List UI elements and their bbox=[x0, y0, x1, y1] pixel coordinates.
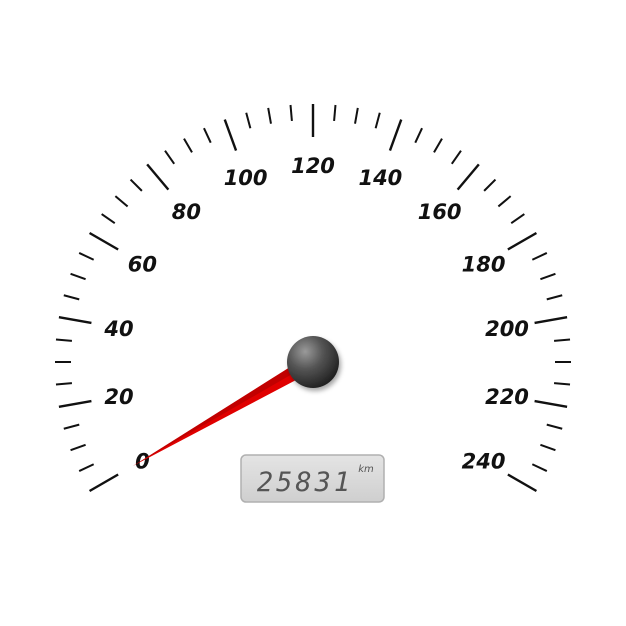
major-tick bbox=[456, 163, 480, 191]
major-tick bbox=[146, 163, 170, 191]
odometer-value: 25831 bbox=[257, 467, 353, 498]
needle-shade bbox=[132, 355, 313, 466]
speed-label-80: 80 bbox=[172, 200, 201, 224]
minor-tick bbox=[78, 252, 95, 261]
minor-tick bbox=[70, 443, 86, 452]
odometer-panel bbox=[240, 454, 385, 503]
minor-tick bbox=[55, 382, 73, 386]
minor-tick bbox=[553, 338, 571, 342]
minor-tick bbox=[245, 112, 252, 129]
speed-label-140: 140 bbox=[358, 166, 402, 190]
minor-tick bbox=[510, 213, 525, 225]
speed-label-200: 200 bbox=[485, 317, 529, 341]
major-tick bbox=[88, 231, 119, 251]
major-tick bbox=[534, 399, 568, 408]
speed-label-180: 180 bbox=[462, 253, 506, 277]
minor-tick bbox=[289, 104, 293, 122]
speed-label-40: 40 bbox=[103, 317, 133, 341]
major-tick bbox=[58, 316, 92, 325]
minor-tick bbox=[164, 150, 176, 165]
minor-tick bbox=[540, 443, 556, 452]
tick-marks bbox=[55, 104, 571, 493]
speed-label-220: 220 bbox=[485, 385, 529, 409]
minor-tick bbox=[374, 112, 381, 129]
minor-tick bbox=[63, 423, 80, 430]
speed-label-120: 120 bbox=[291, 154, 335, 178]
major-tick bbox=[88, 473, 119, 493]
minor-tick bbox=[63, 294, 80, 301]
speed-label-0: 0 bbox=[135, 450, 150, 474]
needle-group bbox=[132, 336, 339, 466]
minor-tick bbox=[333, 104, 337, 122]
minor-tick bbox=[101, 213, 116, 225]
minor-tick bbox=[546, 294, 563, 301]
minor-tick bbox=[183, 138, 193, 153]
speed-label-240: 240 bbox=[462, 450, 506, 474]
speed-label-160: 160 bbox=[418, 200, 462, 224]
needle-hub-icon bbox=[287, 336, 339, 388]
minor-tick bbox=[267, 107, 272, 124]
minor-tick bbox=[414, 127, 423, 144]
speed-label-20: 20 bbox=[104, 385, 133, 409]
minor-tick bbox=[354, 107, 359, 124]
minor-tick bbox=[203, 127, 212, 144]
major-tick bbox=[507, 231, 538, 251]
minor-tick bbox=[78, 463, 95, 472]
minor-tick bbox=[483, 178, 497, 192]
major-tick bbox=[534, 316, 568, 325]
minor-tick bbox=[70, 272, 86, 281]
odometer-unit: km bbox=[358, 464, 374, 475]
minor-tick bbox=[433, 138, 443, 153]
major-tick bbox=[58, 399, 92, 408]
odometer-display: 25831 km bbox=[240, 454, 385, 503]
minor-tick bbox=[540, 272, 556, 281]
speed-labels: 0 20 40 60 80 100 120 140 160 180 200 220 240 bbox=[103, 154, 529, 474]
major-tick bbox=[388, 119, 403, 151]
minor-tick bbox=[55, 338, 73, 342]
minor-tick bbox=[497, 195, 512, 208]
minor-tick bbox=[114, 195, 129, 208]
minor-tick bbox=[531, 463, 548, 472]
minor-tick bbox=[531, 252, 548, 261]
major-tick bbox=[223, 119, 238, 151]
minor-tick bbox=[546, 423, 563, 430]
minor-tick bbox=[450, 150, 462, 165]
minor-tick bbox=[553, 382, 571, 386]
speed-label-60: 60 bbox=[128, 253, 157, 277]
minor-tick bbox=[129, 178, 143, 192]
major-tick bbox=[507, 473, 538, 493]
speed-label-100: 100 bbox=[224, 166, 268, 190]
